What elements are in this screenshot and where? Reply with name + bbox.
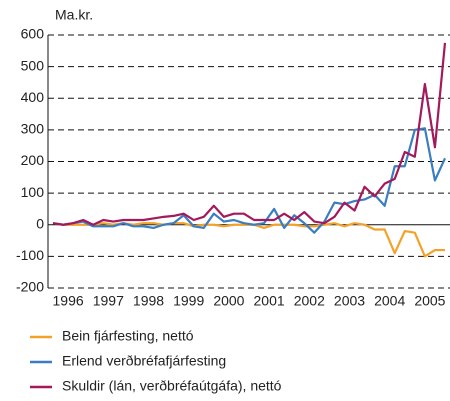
y-tick-label: -100	[16, 247, 44, 263]
x-tick-label: 1996	[53, 293, 84, 309]
x-tick-label: 2000	[213, 293, 244, 309]
y-tick-label: 0	[36, 215, 44, 231]
y-axis-label: Ma.kr.	[55, 7, 93, 23]
y-tick-label: -200	[16, 279, 44, 295]
legend-label: Bein fjárfesting, nettó	[62, 328, 194, 344]
x-tick-label: 1998	[133, 293, 164, 309]
legend-label: Skuldir (lán, verðbréfaútgáfa), nettó	[62, 378, 282, 394]
x-tick-label: 1997	[93, 293, 124, 309]
x-tick-label: 2001	[254, 293, 285, 309]
y-tick-label: 500	[21, 57, 45, 73]
x-tick-label: 2003	[334, 293, 365, 309]
y-tick-label: 600	[21, 26, 45, 42]
x-tick-label: 2005	[414, 293, 445, 309]
y-tick-label: 400	[21, 89, 45, 105]
y-tick-label: 100	[21, 184, 45, 200]
series-line	[52, 127, 446, 234]
series-line	[52, 222, 445, 258]
x-tick-label: 1999	[173, 293, 204, 309]
legend-label: Erlend verðbréfafjárfesting	[62, 353, 226, 369]
x-tick-label: 2004	[374, 293, 405, 309]
y-tick-label: 200	[21, 152, 45, 168]
series-line	[52, 42, 447, 226]
y-tick-label: 300	[21, 121, 45, 137]
x-tick-label: 2002	[294, 293, 325, 309]
